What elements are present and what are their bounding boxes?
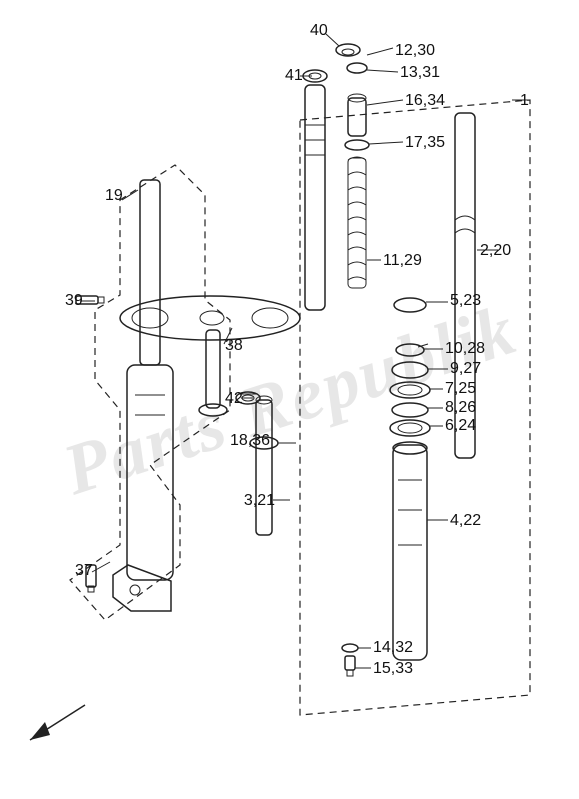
label-14: 14,32 [373,639,413,656]
label-10: 10,28 [445,340,485,357]
label-17: 17,35 [405,134,445,151]
seal-stack [390,298,430,436]
direction-arrow [30,705,85,740]
label-13: 13,31 [400,64,440,81]
label-8: 8,26 [445,399,476,416]
under-bracket [120,296,300,340]
label-4: 4,22 [450,512,481,529]
label-15: 15,33 [373,660,413,677]
outer-tube-right [393,442,427,660]
label-41: 41 [285,67,303,84]
label-12: 12,30 [395,42,435,59]
cap-bolt-stack [303,44,367,82]
left-fork-assembly [113,180,173,611]
label-3: 3,21 [244,492,275,509]
label-38: 38 [225,337,243,354]
spring-column [345,94,369,288]
label-2: 2,20 [480,242,511,259]
label-11: 11,29 [383,252,422,269]
callout-labels: 1 2,20 3,21 4,22 5,23 6,24 7,25 8,26 9,2… [65,22,529,677]
drain-bolt [342,644,358,676]
damper-rod [250,396,278,535]
label-9: 9,27 [450,360,481,377]
label-19: 19 [105,187,123,204]
label-18: 18,36 [230,432,270,449]
boundary-right-assembly [300,100,530,715]
diagram-canvas: 1 2,20 3,21 4,22 5,23 6,24 7,25 8,26 9,2… [0,0,579,799]
label-1: 1 [520,92,529,109]
label-7: 7,25 [445,380,476,397]
label-42: 42 [225,390,243,407]
label-16: 16,34 [405,92,445,109]
label-39: 39 [65,292,83,309]
label-5: 5,23 [450,292,481,309]
label-37: 37 [75,562,93,579]
label-40: 40 [310,22,328,39]
steering-stem [199,330,227,416]
label-6: 6,24 [445,417,476,434]
